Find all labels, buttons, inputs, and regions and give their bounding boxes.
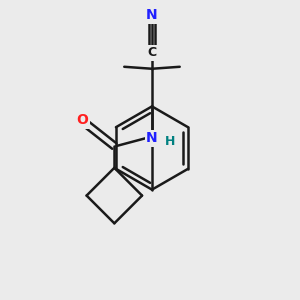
Text: C: C bbox=[148, 46, 156, 59]
Text: N: N bbox=[146, 8, 158, 22]
Text: N: N bbox=[146, 8, 158, 22]
Text: O: O bbox=[77, 113, 88, 127]
Text: O: O bbox=[77, 113, 88, 127]
Text: N: N bbox=[146, 131, 158, 145]
Text: H: H bbox=[165, 135, 175, 148]
Text: N: N bbox=[146, 131, 158, 145]
Text: C: C bbox=[147, 46, 157, 59]
Text: H: H bbox=[165, 135, 175, 148]
